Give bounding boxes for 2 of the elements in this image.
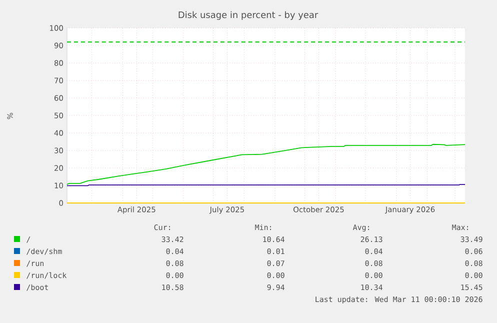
line-series xyxy=(66,144,466,185)
chart-title: Disk usage in percent - by year xyxy=(178,11,318,20)
